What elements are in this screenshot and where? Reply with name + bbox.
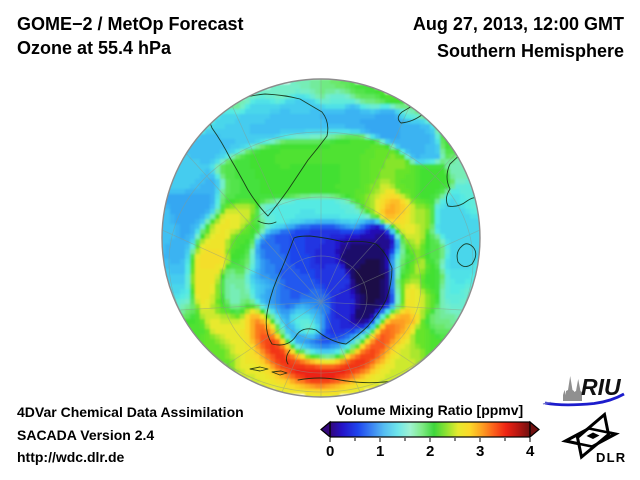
svg-text:RIU: RIU (581, 374, 622, 400)
svg-text:DLR: DLR (596, 450, 626, 465)
